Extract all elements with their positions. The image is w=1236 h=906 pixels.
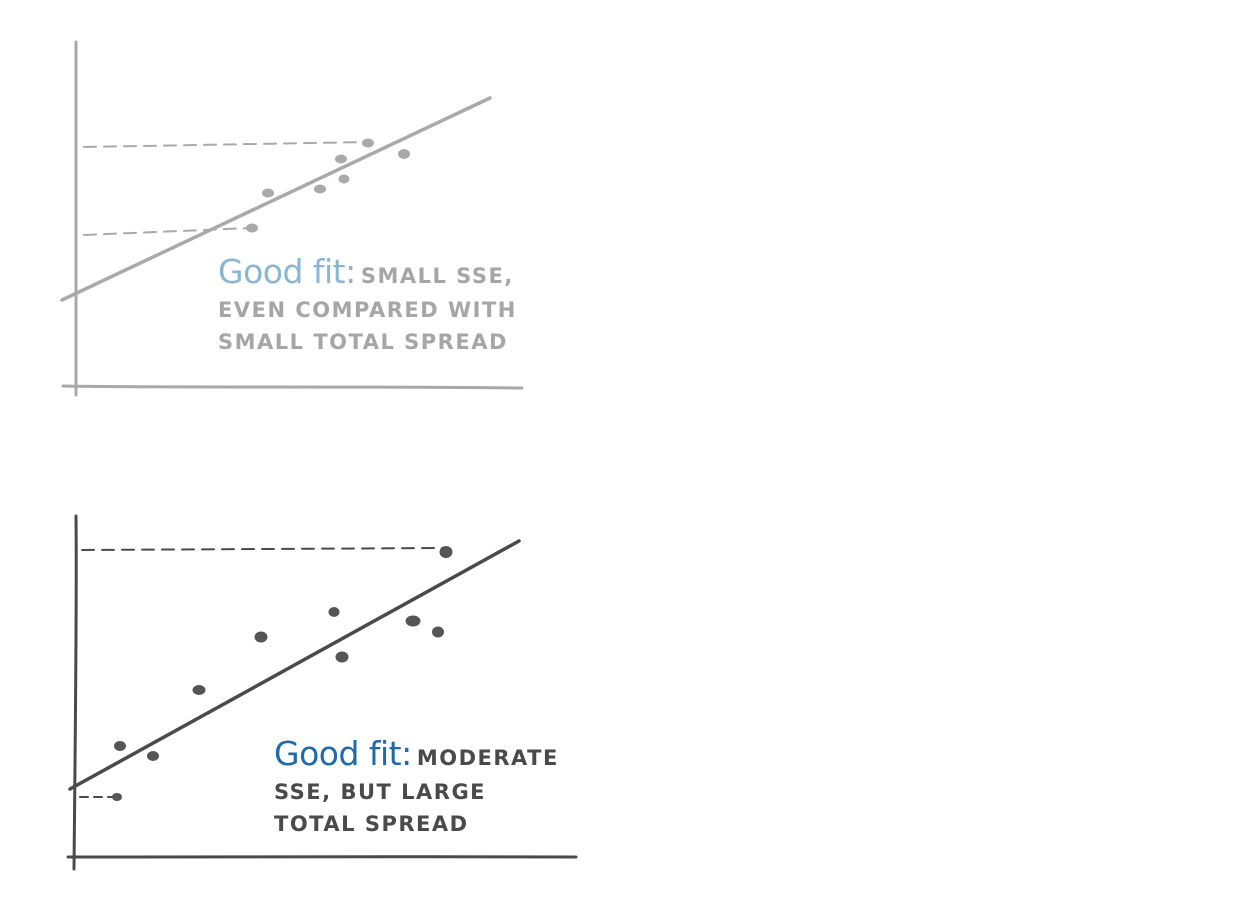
bottom-caption-line2: SSE, BUT LARGE bbox=[274, 780, 487, 804]
bottom-data-points bbox=[112, 546, 453, 801]
top-panel bbox=[60, 40, 524, 397]
bottom-point bbox=[439, 546, 453, 558]
bottom-caption: Good fit: MODERATE SSE, BUT LARGE TOTAL … bbox=[274, 737, 559, 840]
bottom-point bbox=[432, 626, 444, 638]
top-point bbox=[335, 154, 347, 164]
top-caption-line2: EVEN COMPARED WITH bbox=[218, 298, 517, 322]
bottom-max-dashed-line bbox=[81, 547, 445, 551]
top-caption-lead: Good fit: bbox=[218, 252, 356, 291]
top-point bbox=[398, 149, 410, 159]
top-point bbox=[338, 174, 350, 184]
top-caption-line1: SMALL SSE, bbox=[360, 264, 514, 288]
bottom-point bbox=[112, 793, 122, 801]
top-min-dashed-line bbox=[83, 227, 253, 236]
bottom-caption-lead: Good fit: bbox=[274, 734, 412, 773]
top-point bbox=[262, 188, 274, 198]
bottom-point bbox=[192, 685, 206, 695]
top-x-axis bbox=[61, 384, 524, 390]
bottom-panel bbox=[66, 514, 578, 871]
top-fit-line bbox=[60, 96, 492, 302]
top-max-dashed-line bbox=[83, 141, 369, 148]
top-point bbox=[246, 223, 258, 233]
bottom-y-axis bbox=[72, 514, 78, 871]
bottom-point bbox=[405, 615, 421, 627]
bottom-fit-line bbox=[68, 539, 521, 791]
top-y-axis bbox=[74, 40, 78, 397]
bottom-x-axis bbox=[66, 855, 578, 859]
top-point bbox=[314, 184, 326, 194]
bottom-caption-line3: TOTAL SPREAD bbox=[274, 812, 469, 836]
bottom-point bbox=[147, 751, 159, 761]
bottom-point bbox=[335, 651, 349, 663]
top-caption: Good fit: SMALL SSE, EVEN COMPARED WITH … bbox=[218, 255, 517, 358]
bottom-point bbox=[328, 607, 340, 617]
top-point bbox=[362, 138, 374, 148]
top-data-points bbox=[246, 138, 410, 233]
bottom-point bbox=[114, 741, 126, 751]
bottom-caption-line1: MODERATE bbox=[416, 746, 559, 770]
top-caption-line3: SMALL TOTAL SPREAD bbox=[218, 330, 508, 354]
bottom-point bbox=[254, 631, 268, 643]
